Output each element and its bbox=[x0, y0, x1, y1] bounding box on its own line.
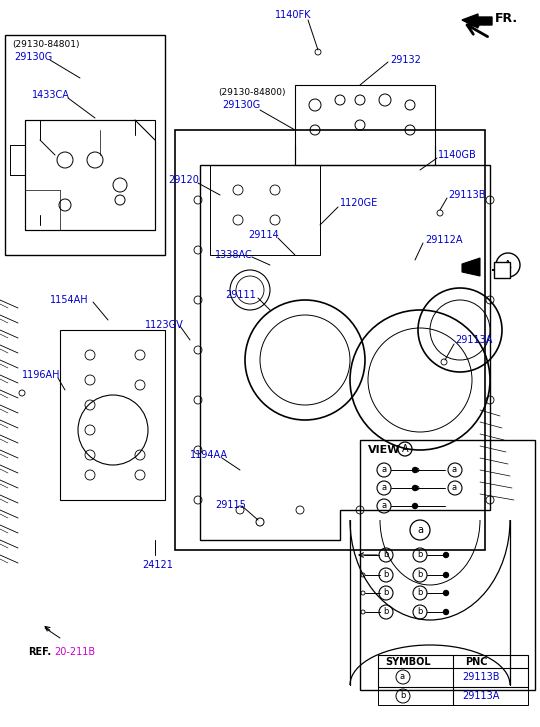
Bar bbox=[175, 130, 485, 550]
Bar bbox=[210, 165, 320, 255]
Text: A: A bbox=[402, 444, 409, 454]
Text: a: a bbox=[381, 483, 386, 492]
Text: 1196AH: 1196AH bbox=[22, 370, 60, 380]
Text: 1433CA: 1433CA bbox=[32, 90, 70, 100]
Text: a: a bbox=[400, 672, 405, 681]
Polygon shape bbox=[200, 165, 490, 540]
Text: 29115: 29115 bbox=[215, 500, 246, 510]
Text: a: a bbox=[381, 465, 386, 474]
Text: SYMBOL: SYMBOL bbox=[385, 657, 430, 667]
Text: 29113A: 29113A bbox=[455, 335, 492, 345]
Bar bbox=[453, 668, 528, 687]
Text: a: a bbox=[417, 525, 423, 535]
Text: b: b bbox=[383, 570, 388, 579]
Bar bbox=[360, 440, 535, 690]
Text: 29132: 29132 bbox=[390, 55, 421, 65]
Text: (29130-84801): (29130-84801) bbox=[12, 40, 79, 49]
Polygon shape bbox=[462, 258, 480, 276]
Bar bbox=[378, 655, 528, 687]
Circle shape bbox=[443, 590, 449, 595]
Text: b: b bbox=[383, 550, 388, 559]
Text: 29111: 29111 bbox=[225, 290, 256, 300]
Text: REF.: REF. bbox=[28, 647, 51, 657]
Text: 1154AH: 1154AH bbox=[50, 295, 89, 305]
Text: b: b bbox=[417, 588, 422, 597]
Text: a: a bbox=[452, 483, 457, 492]
Text: b: b bbox=[417, 607, 422, 616]
Bar bbox=[295, 85, 435, 165]
Text: 29130G: 29130G bbox=[14, 52, 52, 62]
Text: 29113A: 29113A bbox=[462, 691, 500, 701]
Text: 24121: 24121 bbox=[142, 560, 173, 570]
Circle shape bbox=[413, 486, 417, 491]
Text: 29113B: 29113B bbox=[448, 190, 485, 200]
Text: 1338AC: 1338AC bbox=[215, 250, 253, 260]
Text: a: a bbox=[381, 501, 386, 510]
Bar bbox=[378, 668, 453, 687]
Text: VIEW: VIEW bbox=[368, 445, 401, 455]
Text: 1140GB: 1140GB bbox=[438, 150, 477, 160]
Circle shape bbox=[413, 467, 417, 473]
Polygon shape bbox=[60, 330, 165, 500]
Text: PNC: PNC bbox=[465, 657, 488, 667]
Text: b: b bbox=[383, 588, 388, 597]
Polygon shape bbox=[462, 14, 492, 28]
Text: 20-211B: 20-211B bbox=[54, 647, 95, 657]
Text: b: b bbox=[383, 607, 388, 616]
Circle shape bbox=[443, 553, 449, 558]
Text: b: b bbox=[417, 570, 422, 579]
Text: 29113B: 29113B bbox=[462, 672, 500, 682]
Text: 1140FK: 1140FK bbox=[275, 10, 312, 20]
Text: 29130G: 29130G bbox=[222, 100, 260, 110]
Text: a: a bbox=[452, 465, 457, 474]
Bar bbox=[5, 35, 165, 255]
Text: 29112A: 29112A bbox=[425, 235, 462, 245]
Text: 29114: 29114 bbox=[248, 230, 279, 240]
Text: FR.: FR. bbox=[495, 12, 518, 25]
Polygon shape bbox=[494, 262, 510, 278]
Text: A: A bbox=[504, 260, 511, 270]
Circle shape bbox=[413, 504, 417, 508]
Text: 1123GV: 1123GV bbox=[145, 320, 184, 330]
Circle shape bbox=[443, 572, 449, 577]
Circle shape bbox=[443, 609, 449, 614]
Text: 1120GE: 1120GE bbox=[340, 198, 378, 208]
Text: b: b bbox=[417, 550, 422, 559]
Bar bbox=[378, 687, 528, 705]
Text: b: b bbox=[400, 691, 406, 700]
Text: 1194AA: 1194AA bbox=[190, 450, 228, 460]
Text: 29120: 29120 bbox=[168, 175, 199, 185]
Text: (29130-84800): (29130-84800) bbox=[218, 88, 286, 97]
Polygon shape bbox=[25, 120, 155, 230]
